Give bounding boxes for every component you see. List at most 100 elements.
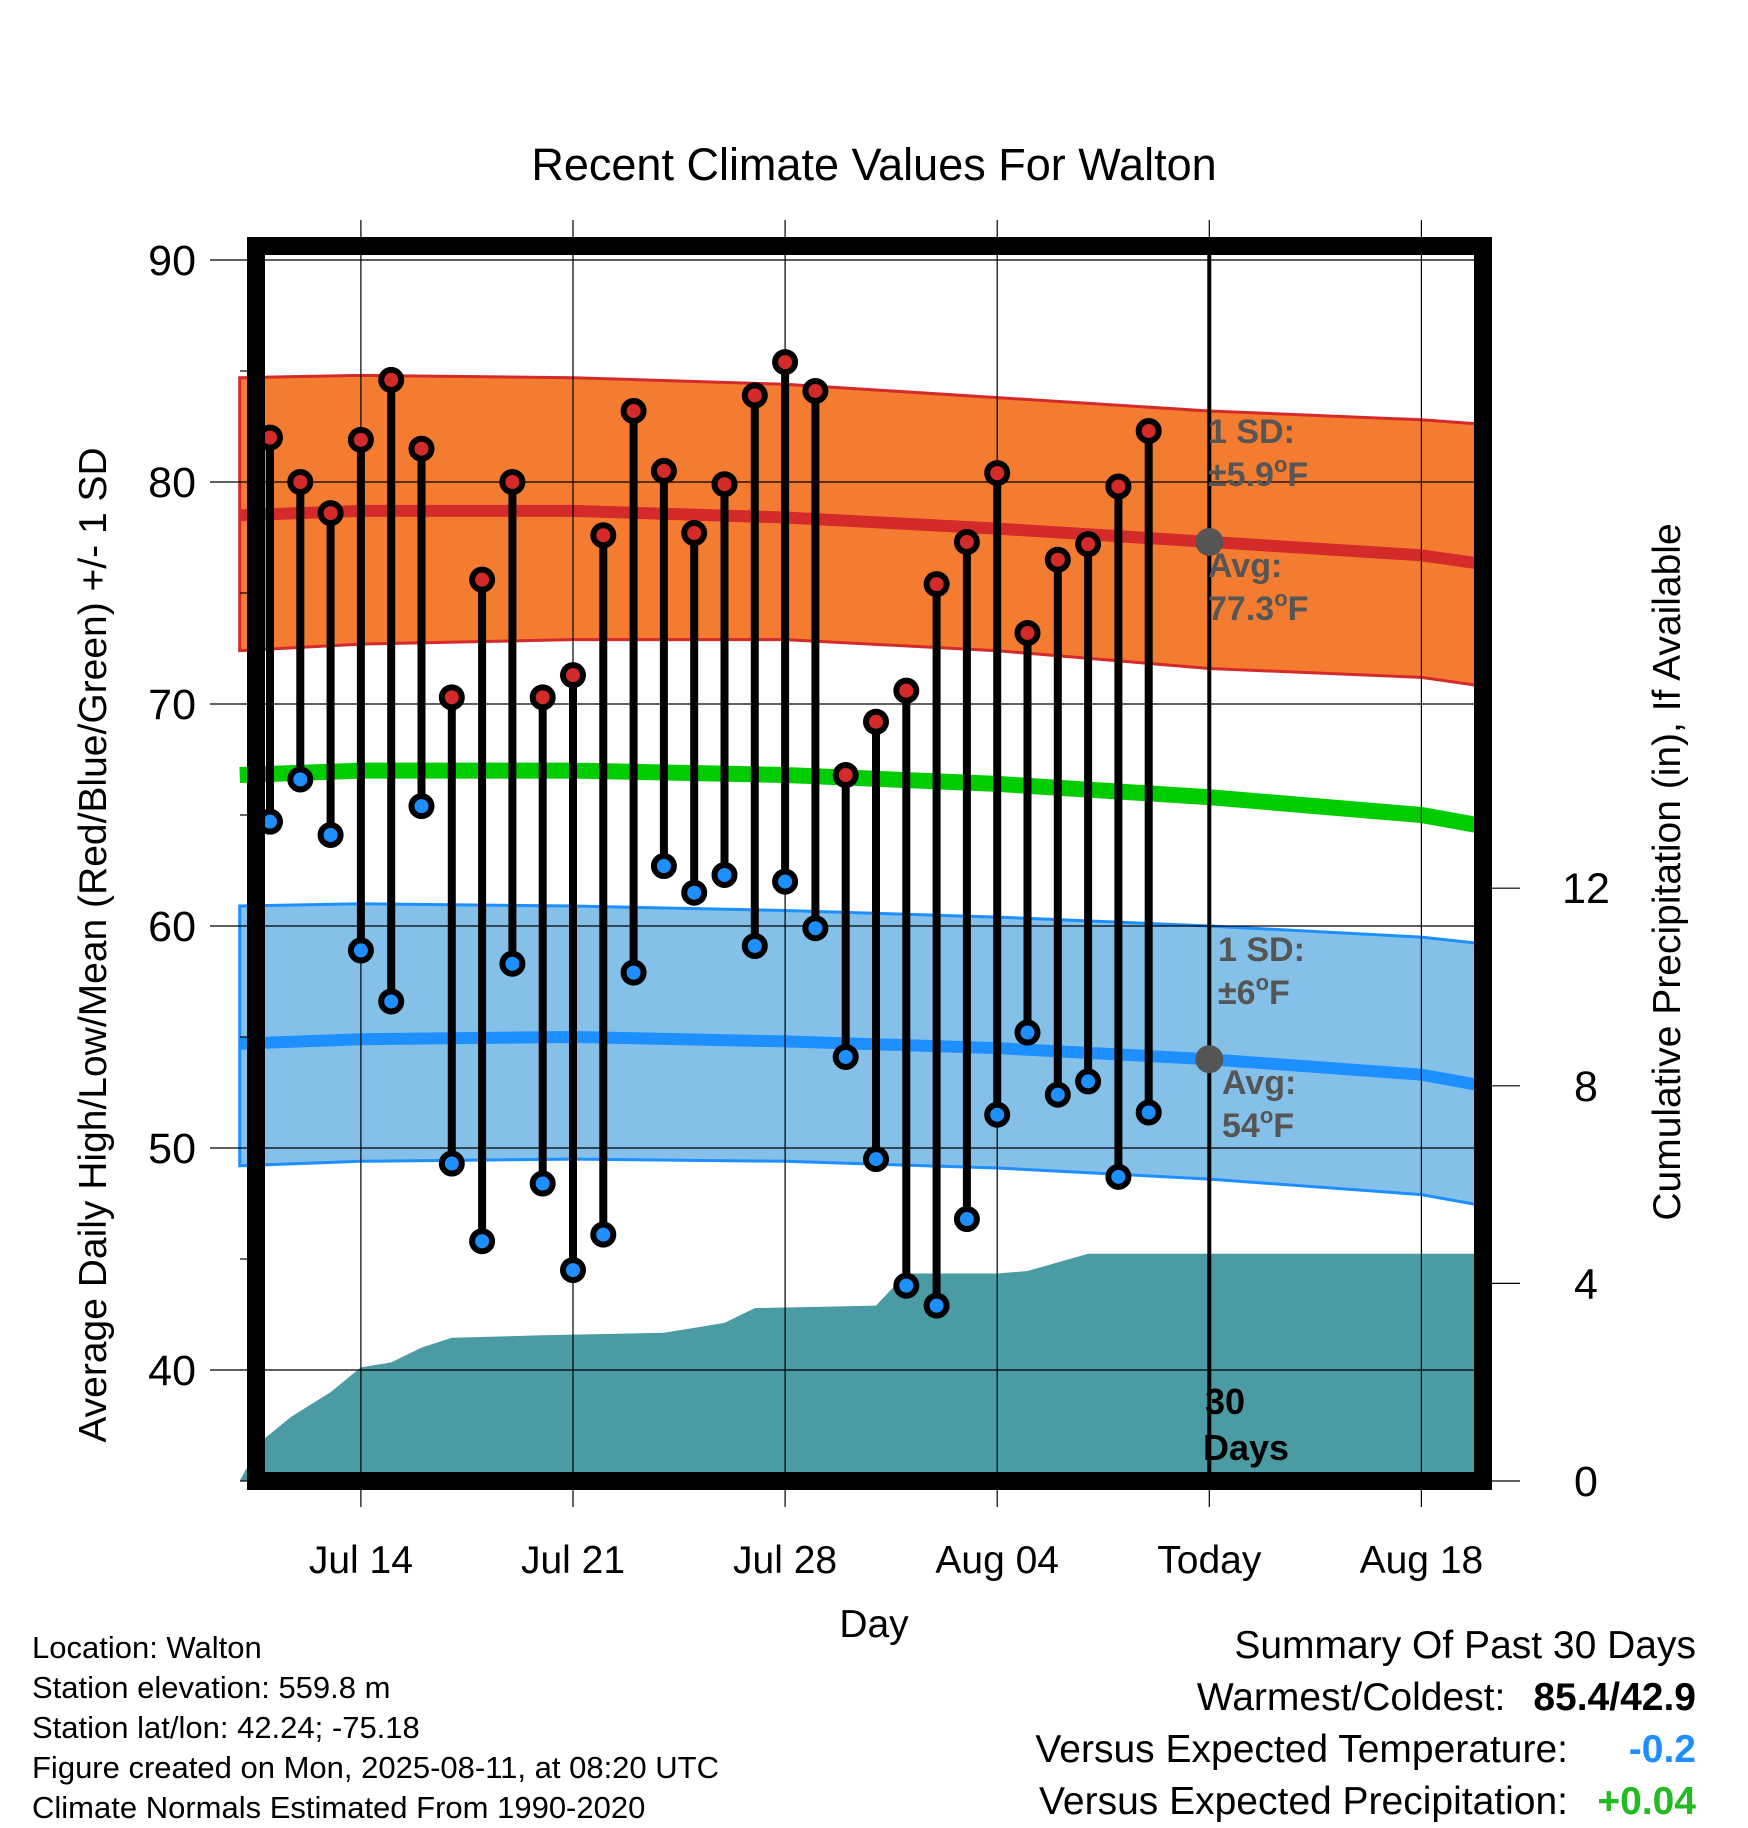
daily-high-point: [590, 522, 617, 549]
daily-high-point: [347, 426, 374, 453]
y2-axis-label: Cumulative Precipitation (in), If Availa…: [1646, 523, 1689, 1220]
daily-high-point: [317, 500, 344, 527]
precipitation-departure-label: Versus Expected Precipitation:: [1039, 1780, 1568, 1823]
warmest-coldest-row: Warmest/Coldest: 85.4/42.9: [1035, 1672, 1696, 1724]
x-tick-label: Aug 04: [935, 1539, 1059, 1582]
latlon-text: Station lat/lon: 42.24; -75.18: [32, 1710, 420, 1745]
daily-high-point: [741, 382, 768, 409]
x-tick-label: Today: [1157, 1539, 1262, 1582]
x-tick-label: Aug 18: [1360, 1539, 1484, 1582]
high-avg-label: Avg:: [1208, 547, 1282, 585]
daily-high-point: [984, 460, 1011, 487]
daily-low-point: [620, 959, 647, 986]
daily-high-point: [1014, 619, 1041, 646]
y2-tick-label: 0: [1574, 1458, 1598, 1506]
period-unit: Days: [1203, 1427, 1289, 1468]
daily-low-point: [317, 821, 344, 848]
high-sd-value: ±5.9oF: [1208, 452, 1308, 494]
chart-title: Recent Climate Values For Walton: [531, 139, 1216, 190]
daily-high-point: [711, 471, 738, 498]
daily-high-point: [1105, 473, 1132, 500]
low-avg-value: 54oF: [1222, 1103, 1294, 1145]
high-sd-label: 1 SD:: [1208, 413, 1295, 451]
daily-low-point: [1014, 1019, 1041, 1046]
mean-normal-line: [239, 762, 1485, 834]
daily-low-point: [711, 861, 738, 888]
daily-low-point: [863, 1146, 889, 1173]
high-avg-marker: [1195, 527, 1224, 556]
precipitation-area-layer: [239, 1253, 1484, 1481]
low-normal-line: [239, 1030, 1485, 1092]
daily-low-point: [772, 868, 799, 895]
period-number: 30: [1205, 1381, 1245, 1422]
daily-high-point: [832, 762, 859, 789]
daily-low-point: [650, 853, 677, 880]
high-avg-value: 77.3oF: [1208, 586, 1308, 628]
daily-series-layer: [257, 349, 1162, 1319]
daily-high-point: [529, 684, 556, 711]
daily-low-point: [1105, 1163, 1132, 1190]
daily-low-point: [741, 932, 768, 959]
low-avg-label: Avg:: [1222, 1064, 1296, 1102]
daily-low-point: [560, 1257, 586, 1284]
y-tick-label: 60: [148, 903, 196, 951]
daily-high-point: [499, 469, 526, 495]
daily-low-point: [378, 988, 405, 1015]
precipitation-area: [239, 1253, 1484, 1481]
daily-low-point: [347, 937, 374, 964]
warmest-coldest-value: 85.4/42.9: [1533, 1676, 1696, 1719]
daily-low-point: [832, 1043, 859, 1070]
daily-high-point: [1044, 546, 1071, 573]
daily-low-point: [438, 1150, 465, 1177]
daily-low-point: [984, 1101, 1011, 1128]
daily-high-point: [1135, 417, 1162, 444]
created-text: Figure created on Mon, 2025-08-11, at 08…: [32, 1750, 719, 1785]
y2-tick-label: 4: [1574, 1260, 1598, 1308]
axis-layer: 40 50 60 70 80 90 0 4 8 12 Jul 14 Jul 21 Jul 28 Aug 0…: [148, 237, 1610, 1582]
summary-title: Summary Of Past 30 Days: [1234, 1624, 1696, 1667]
daily-high-point: [772, 349, 799, 376]
summary-panel: Summary Of Past 30 Days Warmest/Coldest:…: [1035, 1620, 1696, 1828]
plot-frame: [247, 237, 1492, 1490]
x-tick-label: Jul 28: [733, 1539, 837, 1582]
daily-high-point: [469, 566, 496, 593]
daily-high-point: [923, 571, 950, 598]
temperature-departure-value: -0.2: [1628, 1728, 1696, 1771]
warmest-coldest-label: Warmest/Coldest:: [1196, 1676, 1506, 1719]
low-avg-marker: [1195, 1045, 1224, 1074]
precipitation-departure-value: +0.04: [1597, 1780, 1696, 1823]
low-sd-value: ±6oF: [1218, 970, 1290, 1012]
daily-high-point: [408, 435, 435, 462]
daily-low-point: [802, 915, 829, 942]
high-sd-band: [238, 373, 1485, 688]
x-tick-label: Jul 14: [309, 1539, 413, 1582]
x-tick-label: Jul 21: [521, 1539, 625, 1582]
daily-high-point: [893, 677, 920, 704]
y-tick-label: 90: [148, 237, 196, 285]
daily-low-point: [893, 1272, 920, 1299]
daily-low-point: [529, 1170, 556, 1197]
y-tick-label: 40: [148, 1347, 196, 1395]
daily-high-point: [560, 662, 586, 689]
location-text: Location: Walton: [32, 1630, 262, 1665]
daily-low-point: [1075, 1068, 1102, 1095]
y-tick-label: 70: [148, 681, 196, 729]
elevation-text: Station elevation: 559.8 m: [32, 1670, 391, 1705]
daily-low-point: [923, 1292, 950, 1319]
daily-low-point: [953, 1206, 980, 1233]
y-tick-label: 50: [148, 1125, 196, 1173]
daily-high-point: [802, 377, 829, 404]
daily-low-point: [590, 1221, 617, 1248]
daily-low-point: [1044, 1081, 1071, 1108]
low-sd-label: 1 SD:: [1218, 931, 1305, 969]
temperature-departure-row: Versus Expected Temperature: -0.2: [1035, 1724, 1696, 1776]
daily-high-point: [681, 520, 708, 547]
y-tick-label: 80: [148, 459, 196, 507]
daily-low-point: [499, 950, 526, 977]
daily-high-point: [438, 684, 465, 711]
daily-low-point: [681, 879, 708, 906]
normal-bands-layer: [238, 373, 1485, 1208]
daily-high-point: [863, 708, 889, 735]
